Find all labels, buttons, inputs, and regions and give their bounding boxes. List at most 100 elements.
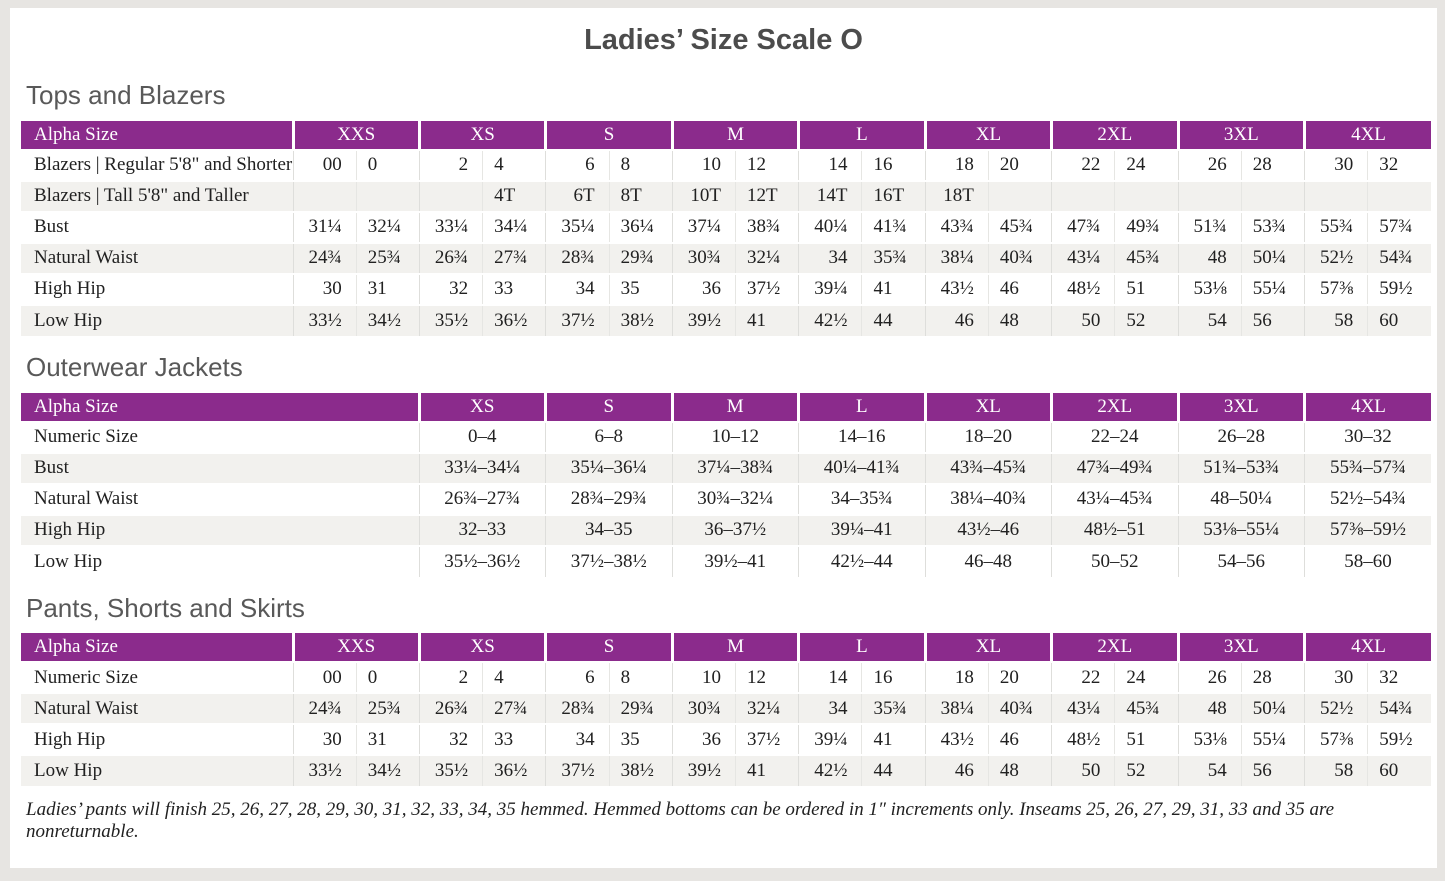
size-value-cell: 42½ (798, 755, 862, 787)
size-value-cell (1240, 180, 1305, 212)
row-label: Blazers | Regular 5'8" and Shorter (34, 154, 293, 176)
size-value-cell: 00 (292, 662, 357, 694)
size-value-cell: 53⅛ (1177, 273, 1242, 305)
size-value-cell: 29¾ (608, 693, 673, 725)
size-value-cell: 39¼ (798, 273, 862, 305)
size-value-cell: 28¾ (545, 693, 610, 725)
size-value-cell: 27¾ (482, 242, 546, 274)
size-table-pants-shorts-skirts: Alpha Size XXS XS S M L XL 2XL 3XL 4XL Numeric Siz… (21, 633, 1431, 787)
table-row: Natural Waist 26¾–27¾ 28¾–29¾ 30¾–32¼ 34–35¾… (21, 483, 1431, 515)
size-value-cell: 34 (545, 273, 610, 305)
size-value-cell: 58 (1303, 755, 1368, 787)
size-value-cell: 36 (671, 724, 736, 756)
size-value-cell: 48–50¼ (1177, 483, 1305, 515)
size-value-cell: 48½ (1051, 273, 1115, 305)
size-value-cell: 16T (861, 180, 926, 212)
size-value-cell: 50 (1051, 304, 1115, 336)
size-value-cell: 37½ (735, 724, 799, 756)
size-value-cell: 39½ (671, 755, 736, 787)
size-column-header: XXS (291, 120, 420, 150)
size-value-cell: 32¼ (355, 211, 420, 243)
size-column-header: S (544, 633, 673, 663)
size-value-cell: 31 (355, 273, 420, 305)
size-column-header: 3XL (1176, 633, 1305, 663)
size-value-cell: 55¼ (1240, 273, 1305, 305)
size-value-cell: 36–37½ (671, 514, 799, 546)
size-value-cell: 38¼ (924, 242, 989, 274)
size-value-cell: 54–56 (1177, 545, 1305, 577)
size-value-cell: 39½ (671, 304, 736, 336)
size-value-cell: 32¼ (735, 693, 799, 725)
size-value-cell: 43½–46 (924, 514, 1052, 546)
size-value-cell: 51¾–53¾ (1177, 452, 1305, 484)
size-column-header: L (797, 392, 925, 422)
size-column-header: M (670, 633, 799, 663)
size-value-cell: 37¼–38¾ (671, 452, 799, 484)
size-value-cell: 34¼ (482, 211, 546, 243)
size-value-cell: 48½–51 (1051, 514, 1178, 546)
size-value-cell: 4 (482, 662, 546, 694)
size-value-cell: 30 (1303, 149, 1368, 181)
size-value-cell: 24 (1114, 662, 1179, 694)
size-value-cell: 35¾ (861, 242, 926, 274)
size-value-cell: 44 (861, 755, 926, 787)
size-value-cell: 32 (418, 724, 483, 756)
size-value-cell (987, 180, 1052, 212)
size-value-cell: 35½ (418, 755, 483, 787)
size-value-cell: 14–16 (798, 421, 925, 453)
size-value-cell (418, 180, 483, 212)
size-value-cell: 47¾–49¾ (1051, 452, 1178, 484)
table-row: High Hip 32–33 34–35 36–37½ 39¼–41 43½–46 48½–… (21, 514, 1431, 546)
size-value-cell: 37½ (545, 304, 610, 336)
size-value-cell: 12 (735, 149, 799, 181)
size-column-header: S (544, 392, 672, 422)
table-row: High Hip 30 31 32 33 34 35 36 37½ 39¼ 41 43½ 46 48½ 51… (21, 273, 1431, 305)
table-row: Blazers | Regular 5'8" and Shorter 00 0 2 4 6… (21, 149, 1431, 181)
row-label: Numeric Size (34, 666, 138, 688)
section-heading-tops-and-blazers: Tops and Blazers (26, 80, 226, 111)
table-row: Natural Waist 24¾ 25¾ 26¾ 27¾ 28¾ 29¾ 30¾ 32¼ 34 3… (21, 693, 1431, 725)
size-value-cell: 26¾ (418, 242, 483, 274)
size-value-cell: 29¾ (608, 242, 673, 274)
size-value-cell: 36 (671, 273, 736, 305)
size-value-cell: 54¾ (1367, 693, 1431, 725)
size-value-cell: 35½ (418, 304, 483, 336)
size-value-cell: 38½ (608, 304, 673, 336)
section-tops-and-blazers: Tops and Blazers Alpha Size XXS XS S M L XL 2XL… (10, 57, 1437, 336)
size-value-cell: 33½ (292, 755, 357, 787)
size-column-header: 4XL (1303, 120, 1431, 150)
size-value-cell: 20 (987, 662, 1052, 694)
size-column-header: L (797, 120, 926, 150)
table-row: Natural Waist 24¾ 25¾ 26¾ 27¾ 28¾ 29¾ 30¾ 32¼ 34 3… (21, 242, 1431, 274)
size-value-cell: 60 (1367, 755, 1431, 787)
row-label: Blazers | Tall 5'8" and Taller (21, 180, 293, 212)
size-table-tops-and-blazers: Alpha Size XXS XS S M L XL 2XL 3XL 4XL Blazers | R… (21, 120, 1431, 336)
size-column-header: L (797, 633, 926, 663)
size-column-header: XL (923, 633, 1052, 663)
size-value-cell: 59½ (1367, 724, 1431, 756)
size-value-cell: 51 (1114, 273, 1179, 305)
size-value-cell: 4T (482, 180, 546, 212)
size-value-cell: 36½ (482, 755, 546, 787)
size-value-cell: 18–20 (924, 421, 1052, 453)
alpha-size-header: Alpha Size (21, 633, 293, 663)
footnote: Ladies’ pants will finish 25, 26, 27, 28… (26, 799, 1335, 843)
size-value-cell: 48 (987, 304, 1052, 336)
size-column-header: XXS (291, 633, 420, 663)
size-value-cell: 54 (1177, 304, 1242, 336)
size-value-cell: 46 (924, 304, 989, 336)
size-value-cell (1177, 180, 1242, 212)
size-value-cell: 56 (1240, 304, 1305, 336)
size-value-cell: 35¼–36¼ (545, 452, 672, 484)
table-row: Bust 33¼–34¼ 35¼–36¼ 37¼–38¾ 40¼–41¾ 43¾–45¾ 4… (21, 452, 1431, 484)
row-label: Natural Waist (21, 693, 293, 725)
size-value-cell: 2 (418, 149, 483, 181)
size-value-cell: 54 (1177, 755, 1242, 787)
size-value-cell: 47¾ (1051, 211, 1115, 243)
row-label: High Hip (21, 514, 419, 546)
size-value-cell: 26 (1177, 662, 1242, 694)
size-value-cell: 18 (924, 149, 989, 181)
size-value-cell: 50–52 (1051, 545, 1178, 577)
size-column-header: M (670, 120, 799, 150)
section-outerwear-jackets: Outerwear Jackets Alpha Size XS S M L XL 2XL 3X… (10, 336, 1437, 577)
